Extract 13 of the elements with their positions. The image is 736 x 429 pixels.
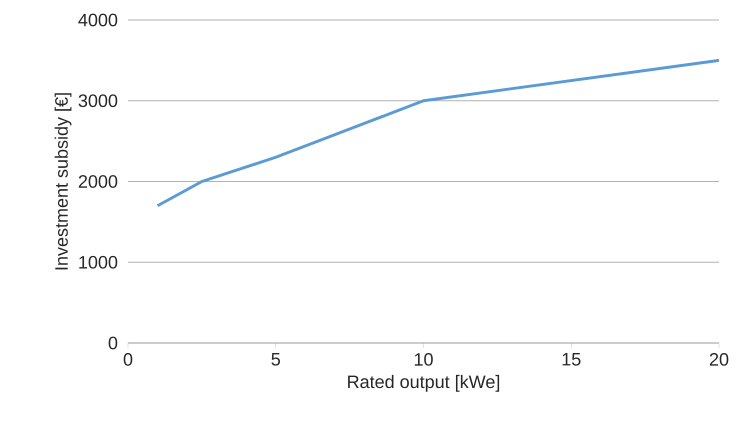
x-tick-label: 15: [562, 353, 581, 366]
y-tick-label: 3000: [78, 94, 118, 108]
x-tick-label: 20: [710, 353, 728, 366]
x-tick-label: 0: [124, 353, 132, 366]
x-tick-label: 5: [271, 353, 280, 366]
y-axis-title: Investment subsidy [€]: [54, 93, 72, 270]
y-tick-label: 0: [108, 336, 118, 350]
y-tick-label: 1000: [79, 256, 118, 269]
x-tick-label: 10: [414, 353, 433, 366]
y-tick-label: 4000: [78, 14, 118, 26]
x-axis-title: Rated output [kWe]: [348, 374, 500, 392]
y-tick-label: 2000: [78, 175, 118, 188]
line-series: [156, 58, 720, 208]
